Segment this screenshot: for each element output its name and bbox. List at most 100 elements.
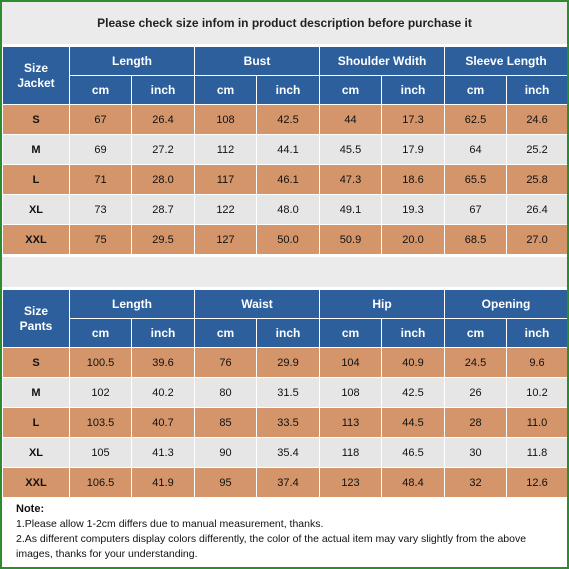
unit-header-inch: inch bbox=[505, 318, 567, 348]
measurement-cell: 71 bbox=[69, 164, 132, 195]
measurement-cell: 76 bbox=[194, 347, 257, 378]
note-line: 1.Please allow 1-2cm differs due to manu… bbox=[16, 518, 324, 530]
measurement-cell: 95 bbox=[194, 467, 257, 498]
measurement-cell: 73 bbox=[69, 194, 132, 225]
header-row-groups: Size Jacket Length Bust Shoulder Wdith Sleev… bbox=[2, 46, 567, 105]
measurement-cell: 18.6 bbox=[381, 164, 446, 195]
unit-header-cm: cm bbox=[69, 318, 132, 348]
unit-header-inch: inch bbox=[255, 75, 321, 105]
measurement-cell: 123 bbox=[319, 467, 382, 498]
measurement-cell: 104 bbox=[319, 347, 382, 378]
header-row-units: cm inch cm inch cm inch cm inch bbox=[3, 75, 567, 105]
measurement-cell: 44.5 bbox=[381, 407, 445, 438]
measurement-cell: 108 bbox=[319, 377, 382, 408]
measurement-cell: 50.0 bbox=[255, 224, 321, 255]
measurement-cell: 48.0 bbox=[255, 194, 321, 225]
measurement-cell: 44 bbox=[319, 104, 383, 135]
measurement-cell: 100.5 bbox=[69, 347, 132, 378]
measurement-cell: 28 bbox=[444, 407, 507, 438]
measurement-cell: 42.5 bbox=[255, 104, 321, 135]
measurement-cell: 25.2 bbox=[506, 134, 567, 165]
measurement-cell: 26.4 bbox=[131, 104, 195, 135]
size-header: Size Jacket bbox=[2, 46, 70, 105]
unit-header-cm: cm bbox=[444, 318, 507, 348]
measurement-cell: 25.8 bbox=[506, 164, 567, 195]
measurement-cell: 28.7 bbox=[131, 194, 195, 225]
measurement-cell: 40.9 bbox=[381, 347, 445, 378]
measurement-cell: 46.5 bbox=[381, 437, 445, 468]
measurement-cell: 117 bbox=[194, 164, 257, 195]
measurement-cell: 105 bbox=[69, 437, 132, 468]
size-header: Size Pants bbox=[2, 289, 70, 348]
measurement-cell: 69 bbox=[69, 134, 132, 165]
measurement-cell: 29.5 bbox=[131, 224, 195, 255]
measurement-cell: 67 bbox=[69, 104, 132, 135]
size-cell: XXL bbox=[2, 467, 70, 498]
measurement-cell: 41.9 bbox=[131, 467, 195, 498]
table-row: XL 73 28.7 122 48.0 49.1 19.3 67 26.4 bbox=[2, 194, 567, 225]
measurement-cell: 9.6 bbox=[505, 347, 567, 378]
measurement-cell: 29.9 bbox=[256, 347, 320, 378]
column-group-header: Hip bbox=[319, 289, 445, 319]
size-cell: XXL bbox=[2, 224, 70, 255]
measurement-cell: 103.5 bbox=[69, 407, 132, 438]
size-cell: L bbox=[2, 164, 70, 195]
measurement-cell: 27.2 bbox=[131, 134, 195, 165]
measurement-cell: 113 bbox=[319, 407, 382, 438]
measurement-cell: 102 bbox=[69, 377, 132, 408]
column-group-header: Shoulder Wdith bbox=[319, 46, 446, 76]
measurement-cell: 108 bbox=[194, 104, 257, 135]
measurement-cell: 28.0 bbox=[131, 164, 195, 195]
header-row-units: cm inch cm inch cm inch cm inch bbox=[3, 318, 567, 348]
measurement-cell: 42.5 bbox=[381, 377, 445, 408]
measurement-cell: 80 bbox=[194, 377, 257, 408]
chart-title: Please check size infom in product descr… bbox=[2, 2, 567, 46]
section-divider bbox=[2, 255, 567, 289]
table-row: XL 105 41.3 90 35.4 118 46.5 30 11.8 bbox=[2, 437, 567, 468]
measurement-cell: 106.5 bbox=[69, 467, 132, 498]
size-cell: M bbox=[2, 134, 70, 165]
measurement-cell: 65.5 bbox=[444, 164, 508, 195]
measurement-cell: 44.1 bbox=[255, 134, 321, 165]
unit-header-inch: inch bbox=[381, 75, 446, 105]
measurement-cell: 26.4 bbox=[506, 194, 567, 225]
table-row: XXL 106.5 41.9 95 37.4 123 48.4 32 12.6 bbox=[2, 467, 567, 498]
measurement-cell: 37.4 bbox=[256, 467, 320, 498]
measurement-cell: 68.5 bbox=[444, 224, 508, 255]
table-row: L 71 28.0 117 46.1 47.3 18.6 65.5 25.8 bbox=[2, 164, 567, 195]
unit-header-inch: inch bbox=[131, 318, 195, 348]
measurement-cell: 40.2 bbox=[131, 377, 195, 408]
table-row: S 67 26.4 108 42.5 44 17.3 62.5 24.6 bbox=[2, 104, 567, 135]
measurement-cell: 90 bbox=[194, 437, 257, 468]
column-group-header: Opening bbox=[443, 289, 567, 319]
measurement-cell: 67 bbox=[444, 194, 508, 225]
jacket-size-table: Size Jacket Length Bust Shoulder Wdith Sleev… bbox=[2, 46, 567, 255]
unit-header-cm: cm bbox=[194, 75, 257, 105]
unit-header-cm: cm bbox=[444, 75, 508, 105]
header-row-groups: Size Pants Length Waist Hip Opening bbox=[2, 289, 567, 348]
measurement-cell: 11.8 bbox=[505, 437, 567, 468]
measurement-cell: 11.0 bbox=[505, 407, 567, 438]
unit-header-inch: inch bbox=[506, 75, 567, 105]
notes-section: Note: 1.Please allow 1-2cm differs due t… bbox=[2, 498, 567, 566]
column-group-header: Bust bbox=[193, 46, 321, 76]
measurement-cell: 10.2 bbox=[505, 377, 567, 408]
measurement-cell: 12.6 bbox=[505, 467, 567, 498]
measurement-cell: 39.6 bbox=[131, 347, 195, 378]
table-row: M 69 27.2 112 44.1 45.5 17.9 64 25.2 bbox=[2, 134, 567, 165]
measurement-cell: 75 bbox=[69, 224, 132, 255]
unit-header-cm: cm bbox=[319, 75, 383, 105]
measurement-cell: 24.5 bbox=[444, 347, 507, 378]
unit-header-inch: inch bbox=[131, 75, 195, 105]
measurement-cell: 33.5 bbox=[256, 407, 320, 438]
column-group-header: Waist bbox=[194, 289, 320, 319]
unit-header-cm: cm bbox=[194, 318, 257, 348]
measurement-cell: 122 bbox=[194, 194, 257, 225]
measurement-cell: 112 bbox=[194, 134, 257, 165]
measurement-cell: 62.5 bbox=[444, 104, 508, 135]
table-row: L 103.5 40.7 85 33.5 113 44.5 28 11.0 bbox=[2, 407, 567, 438]
measurement-cell: 118 bbox=[319, 437, 382, 468]
column-group-header: Sleeve Length bbox=[444, 46, 567, 76]
measurement-cell: 17.3 bbox=[381, 104, 446, 135]
